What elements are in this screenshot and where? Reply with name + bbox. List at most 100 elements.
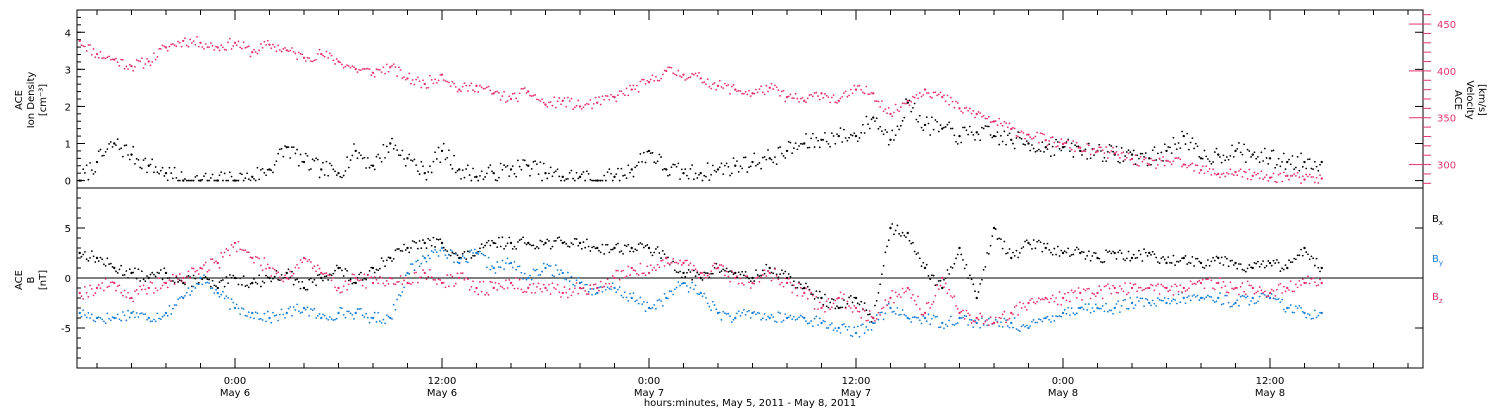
density-point (689, 167, 692, 170)
by-point (789, 314, 792, 317)
density-point (166, 179, 169, 182)
by-point (737, 310, 740, 313)
by-point (672, 293, 675, 296)
density-point (613, 175, 616, 179)
bx-point (910, 242, 913, 245)
density-point (387, 151, 390, 154)
bz-point (427, 275, 430, 278)
by-point (1170, 300, 1173, 302)
bx-point (713, 266, 716, 269)
velocity-point (691, 72, 694, 75)
bx-point (667, 256, 669, 259)
bz-point (996, 321, 999, 324)
by-point (463, 256, 466, 259)
density-point (730, 172, 733, 175)
bx-point (761, 269, 764, 272)
by-point (437, 255, 440, 257)
bz-point (503, 288, 505, 290)
bz-point (998, 316, 1001, 319)
by-point (684, 282, 687, 285)
density-point (860, 131, 863, 134)
velocity-point (1127, 152, 1130, 155)
by-point (123, 314, 126, 317)
bz-point (696, 270, 699, 273)
velocity-point (170, 43, 173, 46)
by-point (453, 261, 455, 264)
velocity-point (1050, 136, 1052, 139)
bx-point (905, 236, 907, 239)
bx-point (1031, 247, 1033, 250)
bx-point (806, 285, 809, 288)
bz-point (694, 268, 697, 270)
bz-point (297, 267, 300, 269)
bx-point (955, 257, 957, 260)
bz-point (391, 277, 393, 280)
bz-point (867, 319, 869, 322)
by-point (955, 322, 957, 325)
bx-point (1186, 263, 1189, 265)
density-point (259, 168, 262, 171)
bx-point (977, 291, 980, 293)
bz-point (1015, 304, 1018, 307)
density-point (1225, 156, 1228, 158)
by-point (1069, 314, 1071, 317)
bx-point (1017, 256, 1020, 259)
velocity-point (418, 80, 421, 83)
velocity-point (553, 96, 556, 99)
velocity-point (622, 92, 625, 95)
density-point (511, 165, 514, 168)
bx-point (692, 269, 695, 272)
density-point (201, 178, 204, 181)
by-point (170, 313, 173, 315)
velocity-point (363, 68, 366, 70)
bx-point (974, 290, 976, 293)
bx-point (813, 297, 816, 300)
by-point (534, 269, 537, 272)
by-point (420, 262, 423, 265)
velocity-point (1029, 136, 1032, 139)
bx-point (123, 273, 126, 276)
density-point (140, 167, 143, 170)
velocity-point (406, 77, 409, 80)
velocity-point (1013, 127, 1016, 130)
bx-point (1081, 250, 1083, 253)
by-point (825, 327, 828, 329)
by-point (149, 320, 152, 323)
bx-point (1070, 254, 1073, 256)
bx-point (135, 277, 138, 280)
velocity-point (1141, 160, 1144, 163)
bx-point (1018, 251, 1021, 254)
velocity-point (456, 90, 459, 93)
bz-point (453, 285, 455, 287)
bx-point (615, 243, 618, 246)
bx-point (770, 271, 773, 274)
density-point (437, 146, 440, 149)
density-point (429, 165, 431, 168)
density-point (1063, 145, 1066, 148)
by-point (1061, 311, 1065, 315)
bz-point (601, 286, 604, 289)
bz-point (1020, 307, 1023, 309)
bz-point (294, 266, 297, 269)
bz-point (1117, 291, 1120, 294)
velocity-point (641, 78, 643, 81)
density-point (256, 166, 259, 169)
velocity-point (998, 117, 1001, 120)
velocity-point (527, 90, 530, 93)
bx-point (161, 278, 164, 281)
by-point (322, 313, 324, 316)
by-point (1212, 299, 1214, 302)
by-point (974, 319, 976, 322)
velocity-point (517, 100, 519, 103)
bx-point (729, 270, 731, 273)
velocity-point (962, 111, 964, 114)
velocity-point (1177, 157, 1180, 159)
density-point (80, 179, 83, 182)
bx-point (422, 239, 424, 241)
by-point (480, 252, 483, 255)
bx-point (884, 251, 887, 254)
bz-point (522, 291, 524, 294)
by-point (1029, 325, 1032, 327)
bx-point (1260, 263, 1263, 266)
bx-point (223, 285, 226, 288)
